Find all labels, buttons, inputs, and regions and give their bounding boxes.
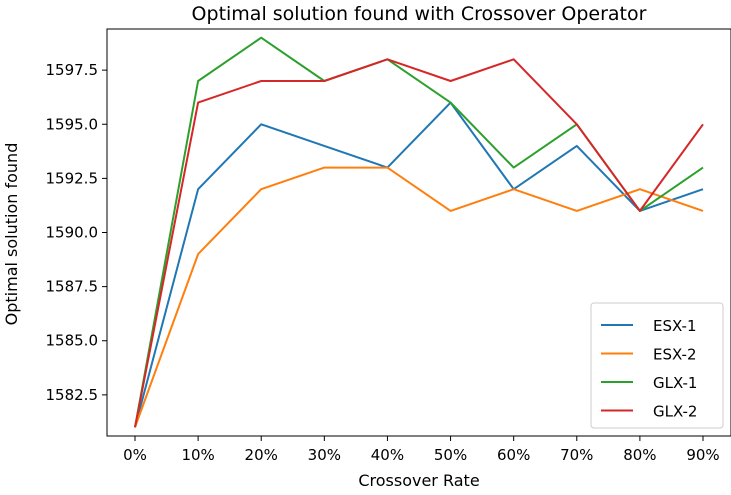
legend-label: ESX-1 <box>653 317 696 335</box>
x-tick-label: 80% <box>623 446 656 464</box>
x-tick-label: 20% <box>245 446 278 464</box>
legend-label: GLX-2 <box>653 403 697 421</box>
series-lines <box>134 36 704 428</box>
x-tick-label: 70% <box>560 446 593 464</box>
x-tick-label: 40% <box>371 446 404 464</box>
y-axis: 1582.5 1585.0 1587.5 1590.0 1592.5 1595.0 1597… <box>46 61 107 404</box>
x-tick-label: 0% <box>123 446 147 464</box>
y-tick-label: 1585.0 <box>46 332 99 350</box>
y-tick-label: 1595.0 <box>46 115 99 133</box>
chart-title: Optimal solution found with Crossover Op… <box>192 3 647 25</box>
y-tick-label: 1582.5 <box>46 386 99 404</box>
series-line-glx-2 <box>134 58 704 428</box>
legend: ESX-1 ESX-2 GLX-1 GLX-2 <box>590 302 724 429</box>
y-tick-label: 1597.5 <box>46 61 99 79</box>
y-tick-label: 1592.5 <box>46 169 99 187</box>
series-line-esx-1 <box>134 101 704 428</box>
y-axis-label: Optimal solution found <box>2 143 21 326</box>
legend-label: ESX-2 <box>653 346 696 364</box>
x-tick-label: 90% <box>686 446 719 464</box>
y-tick-label: 1587.5 <box>46 278 99 296</box>
x-tick-label: 60% <box>497 446 530 464</box>
x-tick-label: 10% <box>181 446 214 464</box>
x-tick-label: 30% <box>308 446 341 464</box>
legend-label: GLX-1 <box>653 374 697 392</box>
legend-box <box>590 302 724 429</box>
x-tick-label: 50% <box>434 446 467 464</box>
x-axis: 0% 10% 20% 30% 40% 50% 60% 70% 80% 90% <box>123 436 720 464</box>
x-axis-label: Crossover Rate <box>358 471 479 490</box>
y-tick-label: 1590.0 <box>46 224 99 242</box>
series-line-esx-2 <box>134 166 704 428</box>
